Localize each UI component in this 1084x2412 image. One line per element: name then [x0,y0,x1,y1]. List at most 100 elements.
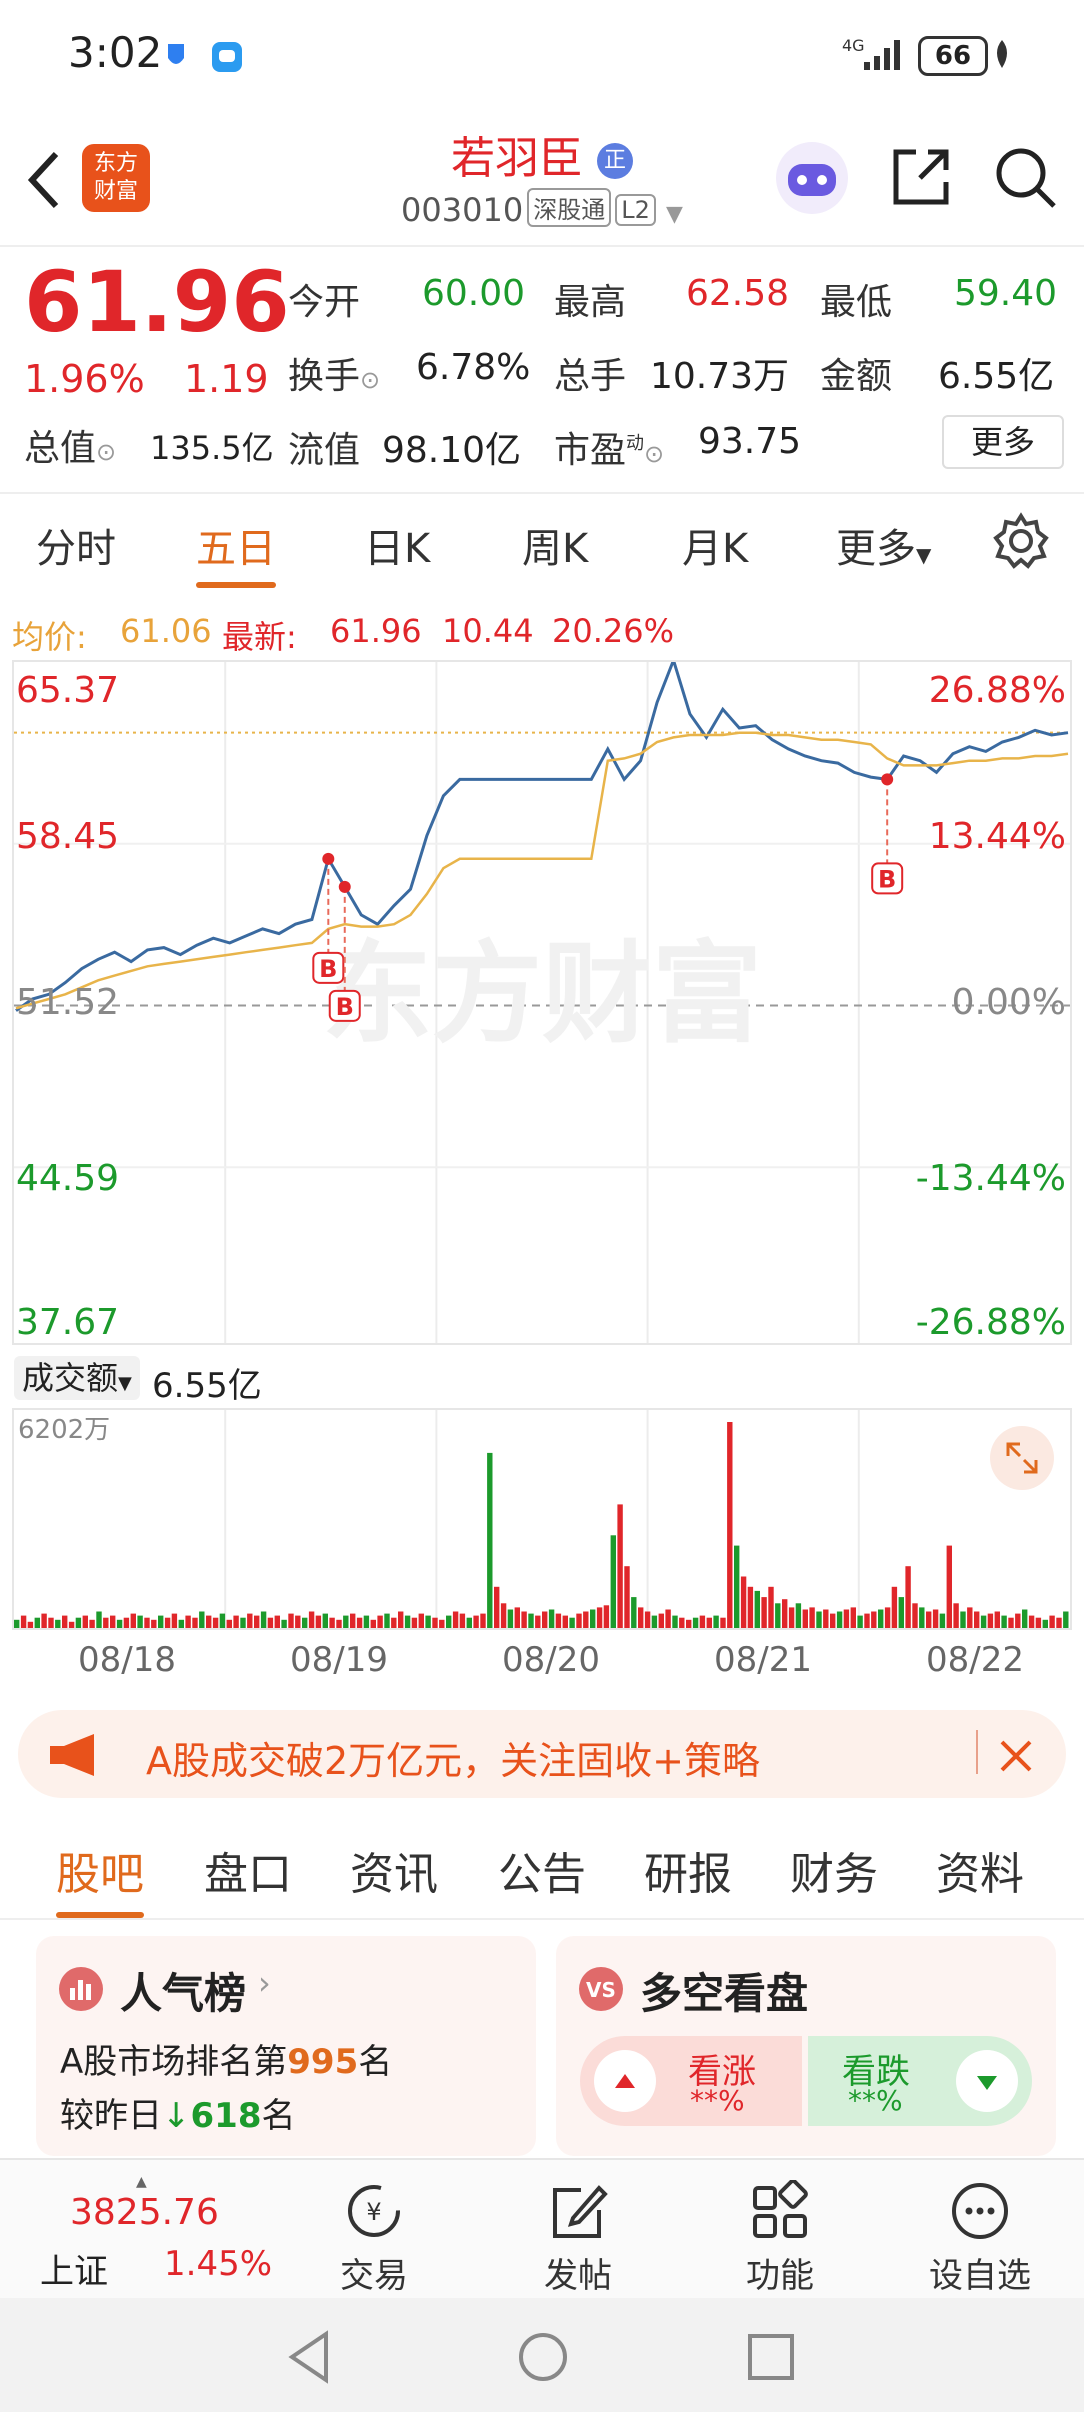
volume-bar [82,1615,88,1628]
volume-bar [14,1619,20,1628]
volume-bar [281,1619,287,1628]
volume-bar [41,1613,47,1628]
volume-bar [55,1619,61,1628]
stock-code: 003010 [401,191,524,229]
close-icon[interactable] [996,1736,1036,1776]
volume-bar [1042,1619,1048,1628]
more-dots-icon [952,2183,1008,2239]
volume-chart[interactable]: 6202万 [12,1408,1072,1630]
volume-indicator-select[interactable]: 成交额▼ [14,1356,140,1400]
amount-value: 6.55亿 [938,356,1055,397]
tab-finance[interactable]: 财务 [790,1849,878,1900]
robot-assistant-icon[interactable] [774,140,850,216]
announcement-banner[interactable]: A股成交破2万亿元，关注固收+策略 [18,1710,1066,1798]
volume-bar [939,1613,946,1628]
info-icon: ⊙ [360,366,381,394]
open-value: 60.00 [422,273,526,314]
more-button[interactable]: 更多 [942,415,1064,469]
volume-bar [542,1611,548,1628]
chart-legend: 均价: 61.06 最新: 61.96 10.44 20.26% [0,600,1084,660]
bull-button[interactable]: 看涨 **% [580,2036,802,2126]
nav-post[interactable]: 发帖 [518,2180,638,2297]
tab-five-day[interactable]: 五日 [196,516,276,588]
volume-bar [473,1615,479,1628]
back-icon[interactable] [24,150,64,210]
share-icon[interactable] [890,146,952,208]
volume-bar [823,1609,829,1628]
tab-guba[interactable]: 股吧 [56,1838,144,1918]
tab-more[interactable]: 更多▼ [836,516,931,574]
volume-bar [576,1613,582,1628]
volume-bar [761,1597,767,1628]
recent-apps-icon[interactable] [746,2332,796,2382]
arrow-down-icon: ↓ [162,2096,191,2136]
buy-marker-label: B [878,865,896,893]
volume-bar [103,1617,109,1628]
nav-add-watchlist[interactable]: 设自选 [920,2180,1040,2297]
x-tick-date: 08/19 [290,1640,388,1680]
volume-bar [1035,1617,1042,1628]
volume-bar [610,1535,616,1628]
home-circle-icon[interactable] [516,2330,570,2384]
stock-code-row[interactable]: 003010 深股通 L2 ▼ [0,188,1084,229]
volume-bar [802,1609,808,1628]
x-tick-date: 08/21 [714,1640,812,1680]
tab-news[interactable]: 资讯 [350,1849,438,1900]
buy-marker-dot [338,880,351,893]
tab-intraday[interactable]: 分时 [36,526,116,572]
nav-trade[interactable]: ¥ 交易 [314,2180,434,2297]
change-pct-value: 20.26% [552,612,675,650]
tab-daily-k[interactable]: 日K [364,526,431,572]
volume-bars [14,1422,1069,1628]
turnover-label[interactable]: 换手⊙ [288,347,380,399]
mktcap-value: 135.5亿 [150,429,274,467]
back-triangle-icon[interactable] [284,2330,334,2384]
volume-bar [788,1607,795,1628]
bear-button[interactable]: 看跌 **% [808,2036,1032,2126]
tab-profile[interactable]: 资料 [936,1849,1024,1900]
low-value: 59.40 [954,273,1058,314]
volume-grid [224,1410,860,1628]
expand-button[interactable] [990,1426,1054,1490]
nav-functions[interactable]: 功能 [720,2180,840,2297]
volume-bar [782,1599,788,1628]
volume-bar [884,1607,891,1628]
pe-sup: 动 [626,433,645,454]
volume-chart-svg: 6202万 [14,1410,1069,1628]
index-ticker[interactable]: ▲ 3825.76 上证 1.45% [40,2174,280,2292]
tab-pankou[interactable]: 盘口 [204,1849,292,1900]
tab-monthly-k[interactable]: 月K [682,526,749,572]
float-label: 流值 [288,430,361,471]
arrow-up-icon [594,2050,656,2112]
search-icon[interactable] [994,146,1058,210]
tab-announcements[interactable]: 公告 [498,1849,586,1900]
volume-bar [644,1611,651,1628]
settings-icon[interactable] [992,512,1050,570]
caret-up-icon: ▲ [136,2174,147,2190]
volume-bar [569,1617,575,1628]
volume-bar [850,1607,856,1628]
popularity-card[interactable]: 人气榜 › A股市场排名第995名 较昨日↓618名 [36,1936,536,2156]
arrow-down-icon [956,2050,1018,2112]
volume-bar [130,1613,136,1628]
volume-bar [754,1590,760,1628]
popularity-title: 人气榜 [120,1969,247,2018]
volume-bar [809,1607,815,1628]
volume-bar [446,1615,452,1628]
pe-label[interactable]: 市盈动⊙ [554,421,664,473]
tab-research[interactable]: 研报 [644,1849,732,1900]
mktcap-label[interactable]: 总值⊙ [24,419,116,471]
tab-weekly-k[interactable]: 周K [522,526,589,572]
chart-markers: BBB [312,773,904,1022]
banner-divider [976,1730,978,1774]
volume-bar [500,1603,507,1628]
rank-prefix: A股市场排名第 [60,2042,288,2082]
volume-bar [68,1621,75,1628]
volume-bar [302,1617,308,1628]
volume-bar [356,1617,363,1628]
volume-bar [720,1617,726,1628]
volume-bar [178,1619,184,1628]
volume-bar [343,1615,349,1628]
volume-bar [1015,1613,1021,1628]
